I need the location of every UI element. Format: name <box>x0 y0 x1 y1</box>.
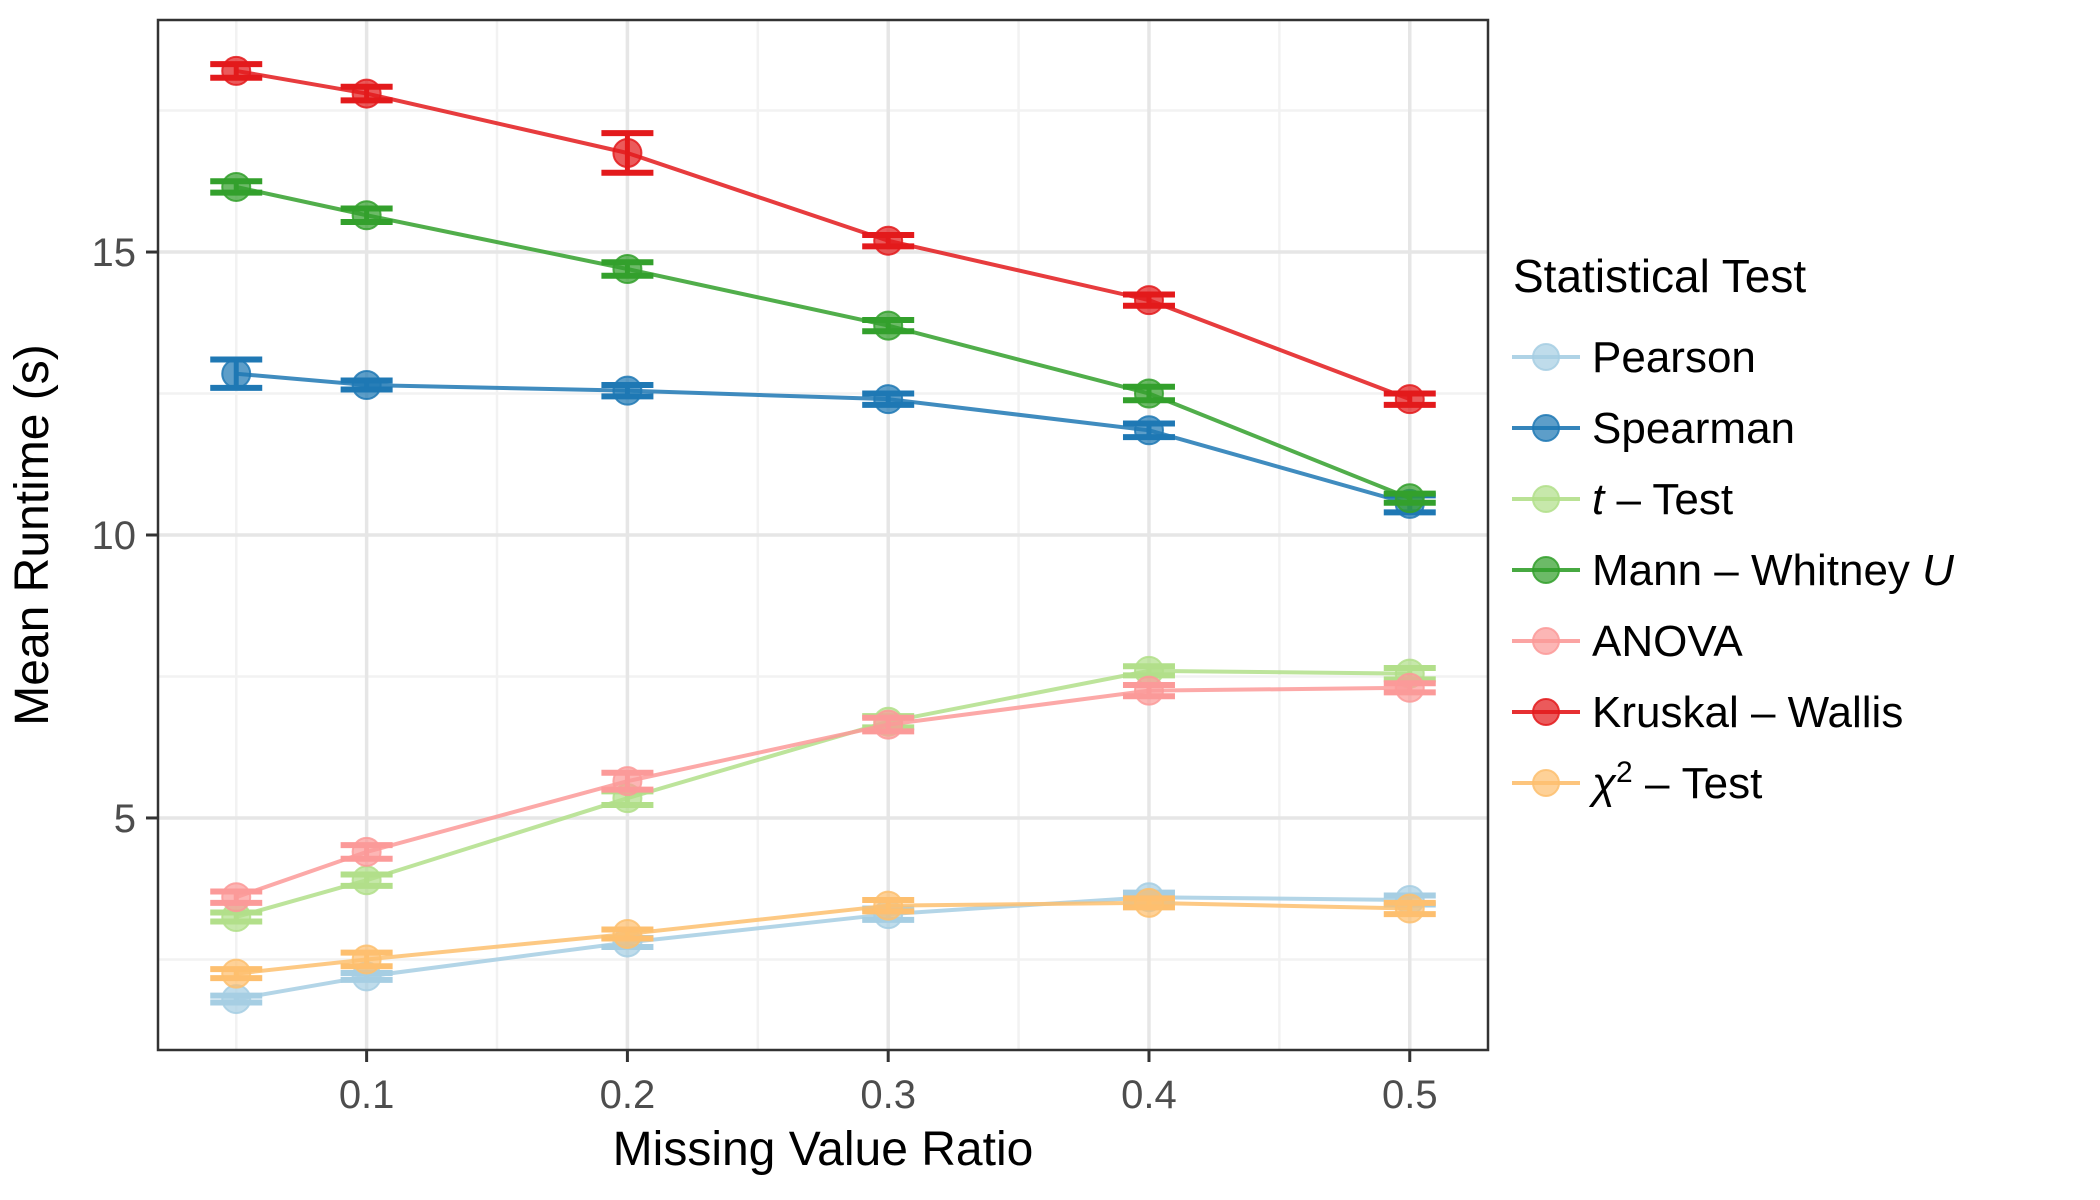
point-kruskal-wallis-0.1 <box>351 78 382 109</box>
point-anova-0.05 <box>221 882 252 913</box>
legend-items: Pearson Spearman t – Test Mann – Whitney U A… <box>1512 333 1954 808</box>
point-chi2-test-0.05 <box>221 958 252 989</box>
series-chi2-test <box>210 887 1436 989</box>
point-anova-0.3 <box>873 709 904 740</box>
point-mann-whitney-u-0.3 <box>873 310 904 341</box>
legend-label-mann-whitney-u: Mann – Whitney U <box>1592 546 1954 595</box>
point-spearman-0.05 <box>221 358 252 389</box>
point-chi2-test-0.1 <box>351 944 382 975</box>
x-tick-label-0.1: 0.1 <box>339 1073 395 1117</box>
point-chi2-test-0.3 <box>873 890 904 921</box>
series-pearson-line <box>234 895 1412 1002</box>
y-tick-label-5: 5 <box>114 797 136 841</box>
legend-label-chi2-test: χ2 – Test <box>1588 756 1762 808</box>
legend-item-mann-whitney-u: Mann – Whitney U <box>1512 546 1954 595</box>
point-kruskal-wallis-0.4 <box>1133 285 1164 316</box>
x-tick-label-0.5: 0.5 <box>1382 1073 1438 1117</box>
point-anova-0.5 <box>1394 672 1425 703</box>
point-mann-whitney-u-0.5 <box>1394 483 1425 514</box>
point-mann-whitney-u-0.2 <box>612 254 643 285</box>
legend-label-spearman: Spearman <box>1592 404 1795 453</box>
point-spearman-0.2 <box>612 375 643 406</box>
point-t-test-0.1 <box>351 865 382 896</box>
legend-key-point-t-test <box>1532 485 1560 513</box>
legend-item-kruskal-wallis: Kruskal – Wallis <box>1512 688 1903 737</box>
y-tick-label-10: 10 <box>92 514 137 558</box>
legend-label-pearson: Pearson <box>1592 333 1756 382</box>
legend-label-anova: ANOVA <box>1592 617 1743 666</box>
point-spearman-0.4 <box>1133 415 1164 446</box>
legend-title: Statistical Test <box>1513 250 1806 302</box>
series-spearman <box>210 356 1436 519</box>
legend-item-pearson: Pearson <box>1512 333 1756 382</box>
series-layer <box>210 55 1436 1015</box>
point-anova-0.4 <box>1133 675 1164 706</box>
legend-item-t-test: t – Test <box>1512 475 1733 524</box>
x-axis-title: Missing Value Ratio <box>613 1123 1034 1176</box>
point-anova-0.1 <box>351 836 382 867</box>
legend-label-t-test: t – Test <box>1592 475 1733 524</box>
x-tick-label-0.3: 0.3 <box>860 1073 916 1117</box>
legend-key-point-mann-whitney-u <box>1532 556 1560 584</box>
y-tick-label-15: 15 <box>92 231 137 275</box>
point-chi2-test-0.5 <box>1394 893 1425 924</box>
point-anova-0.2 <box>612 766 643 797</box>
series-spearman-line <box>234 371 1412 506</box>
point-kruskal-wallis-0.5 <box>1394 384 1425 415</box>
series-t-test-line <box>234 668 1412 920</box>
point-spearman-0.1 <box>351 370 382 401</box>
point-mann-whitney-u-0.4 <box>1133 378 1164 409</box>
point-pearson-0.05 <box>221 984 252 1015</box>
series-mann-whitney-u-line <box>234 184 1412 501</box>
series-anova-line <box>234 685 1412 900</box>
point-mann-whitney-u-0.05 <box>221 171 252 202</box>
point-chi2-test-0.4 <box>1133 887 1164 918</box>
series-t-test <box>210 655 1436 933</box>
x-tick-label-0.2: 0.2 <box>600 1073 656 1117</box>
legend-item-spearman: Spearman <box>1512 404 1795 453</box>
legend-key-point-anova <box>1532 627 1560 655</box>
series-pearson <box>210 882 1436 1015</box>
series-kruskal-wallis-line <box>234 68 1412 402</box>
point-spearman-0.3 <box>873 384 904 415</box>
legend-item-anova: ANOVA <box>1512 617 1743 666</box>
point-kruskal-wallis-0.05 <box>221 55 252 86</box>
series-anova <box>210 672 1436 913</box>
legend-label-kruskal-wallis: Kruskal – Wallis <box>1592 688 1903 737</box>
point-kruskal-wallis-0.3 <box>873 225 904 256</box>
series-mann-whitney-u <box>210 171 1436 514</box>
legend-key-point-spearman <box>1532 414 1560 442</box>
legend-key-point-kruskal-wallis <box>1532 698 1560 726</box>
point-kruskal-wallis-0.2 <box>612 137 643 168</box>
legend-key-point-pearson <box>1532 343 1560 371</box>
grid-major <box>158 20 1488 1050</box>
series-kruskal-wallis <box>210 55 1436 415</box>
x-tick-label-0.4: 0.4 <box>1121 1073 1177 1117</box>
legend-key-point-chi2-test <box>1532 769 1560 797</box>
point-chi2-test-0.2 <box>612 918 643 949</box>
legend-item-chi2-test: χ2 – Test <box>1512 756 1762 808</box>
axes-layer: 5 10 15 0.1 0.2 0.3 0.4 0.5 <box>92 18 1490 1117</box>
point-mann-whitney-u-0.1 <box>351 200 382 231</box>
y-axis-title: Mean Runtime (s) <box>6 344 59 725</box>
series-chi2-test-line <box>234 900 1412 976</box>
